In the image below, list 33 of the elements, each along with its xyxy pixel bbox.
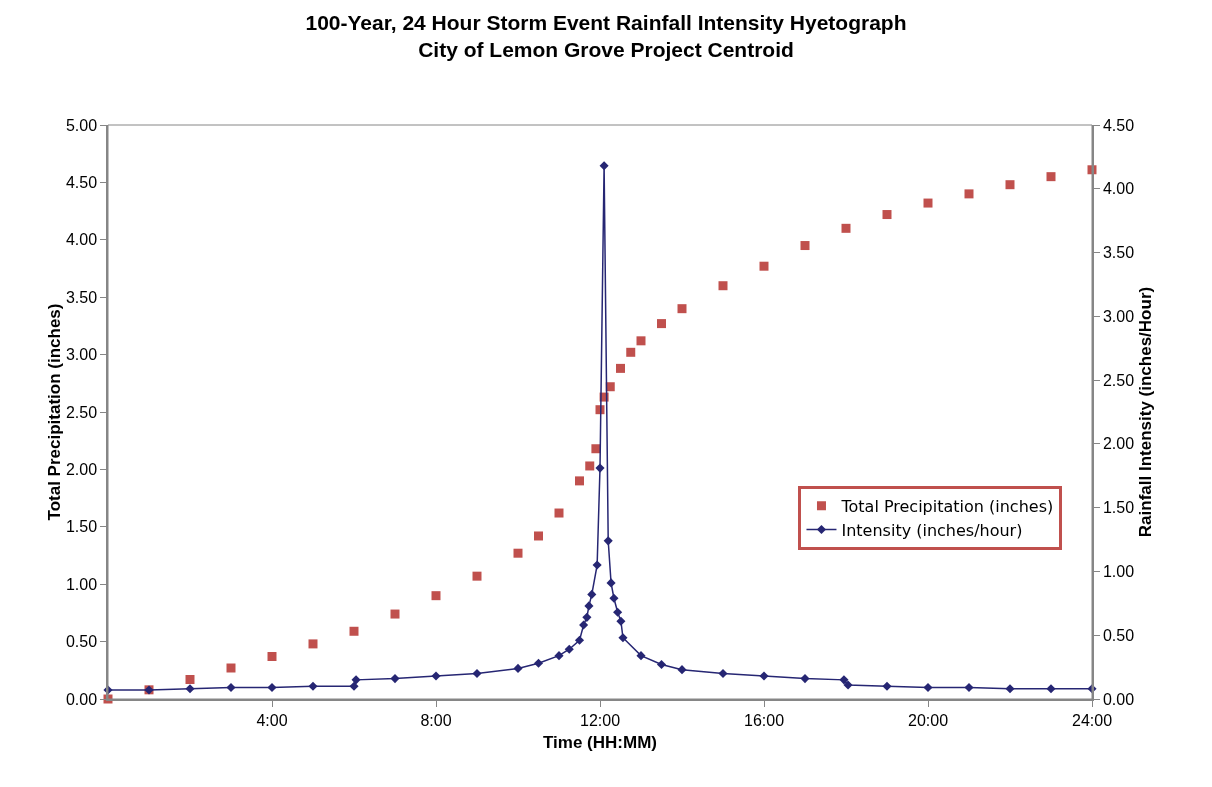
y2-axis-title: Rainfall Intensity (inches/Hour) (1136, 286, 1156, 538)
x-tick-label: 20:00 (907, 711, 949, 729)
y2-tick-label: 1.00 (1102, 563, 1135, 581)
y2-tick-label: 3.00 (1102, 307, 1135, 325)
y2-tick-label: 4.00 (1102, 180, 1135, 198)
x-tick-label: 8:00 (420, 711, 452, 729)
legend-label: Intensity (inches/hour) (841, 520, 1023, 540)
x-tick-label: 24:00 (1071, 711, 1113, 729)
y-tick-label: 5.00 (65, 116, 98, 134)
x-axis-title: Time (HH:MM) (543, 732, 657, 752)
y-tick-label: 4.00 (65, 231, 98, 249)
y-tick-label: 0.00 (65, 690, 98, 708)
y2-tick-label: 4.50 (1102, 116, 1135, 134)
y-tick-label: 1.50 (65, 518, 98, 536)
y2-tick-label: 0.50 (1102, 626, 1135, 644)
x-tick-label: 12:00 (579, 711, 621, 729)
y-tick-label: 4.50 (65, 174, 98, 191)
legend-label: Total Precipitation (inches) (840, 496, 1054, 516)
y2-tick-label: 2.00 (1102, 435, 1135, 453)
y-tick-label: 1.00 (65, 575, 98, 593)
y2-tick-label: 2.50 (1102, 371, 1135, 389)
y-tick-label: 0.50 (65, 633, 98, 651)
y2-tick-label: 3.50 (1102, 244, 1135, 262)
y-tick-label: 3.50 (65, 288, 98, 306)
y-tick-label: 2.00 (65, 461, 98, 478)
x-tick-label: 16:00 (743, 711, 785, 729)
y-tick-label: 2.50 (65, 403, 98, 421)
x-tick-label: 4:00 (256, 711, 288, 729)
y-tick-label: 3.00 (65, 346, 98, 364)
y-axis-title: Total Precipitation (inches) (44, 303, 64, 521)
y2-tick-label: 0.00 (1102, 690, 1135, 708)
y2-tick-label: 1.50 (1102, 499, 1135, 517)
chart-title: 100-Year, 24 Hour Storm Event Rainfall Intensity Hyetograph City of Lemon Grove Project Centroid (305, 10, 907, 62)
